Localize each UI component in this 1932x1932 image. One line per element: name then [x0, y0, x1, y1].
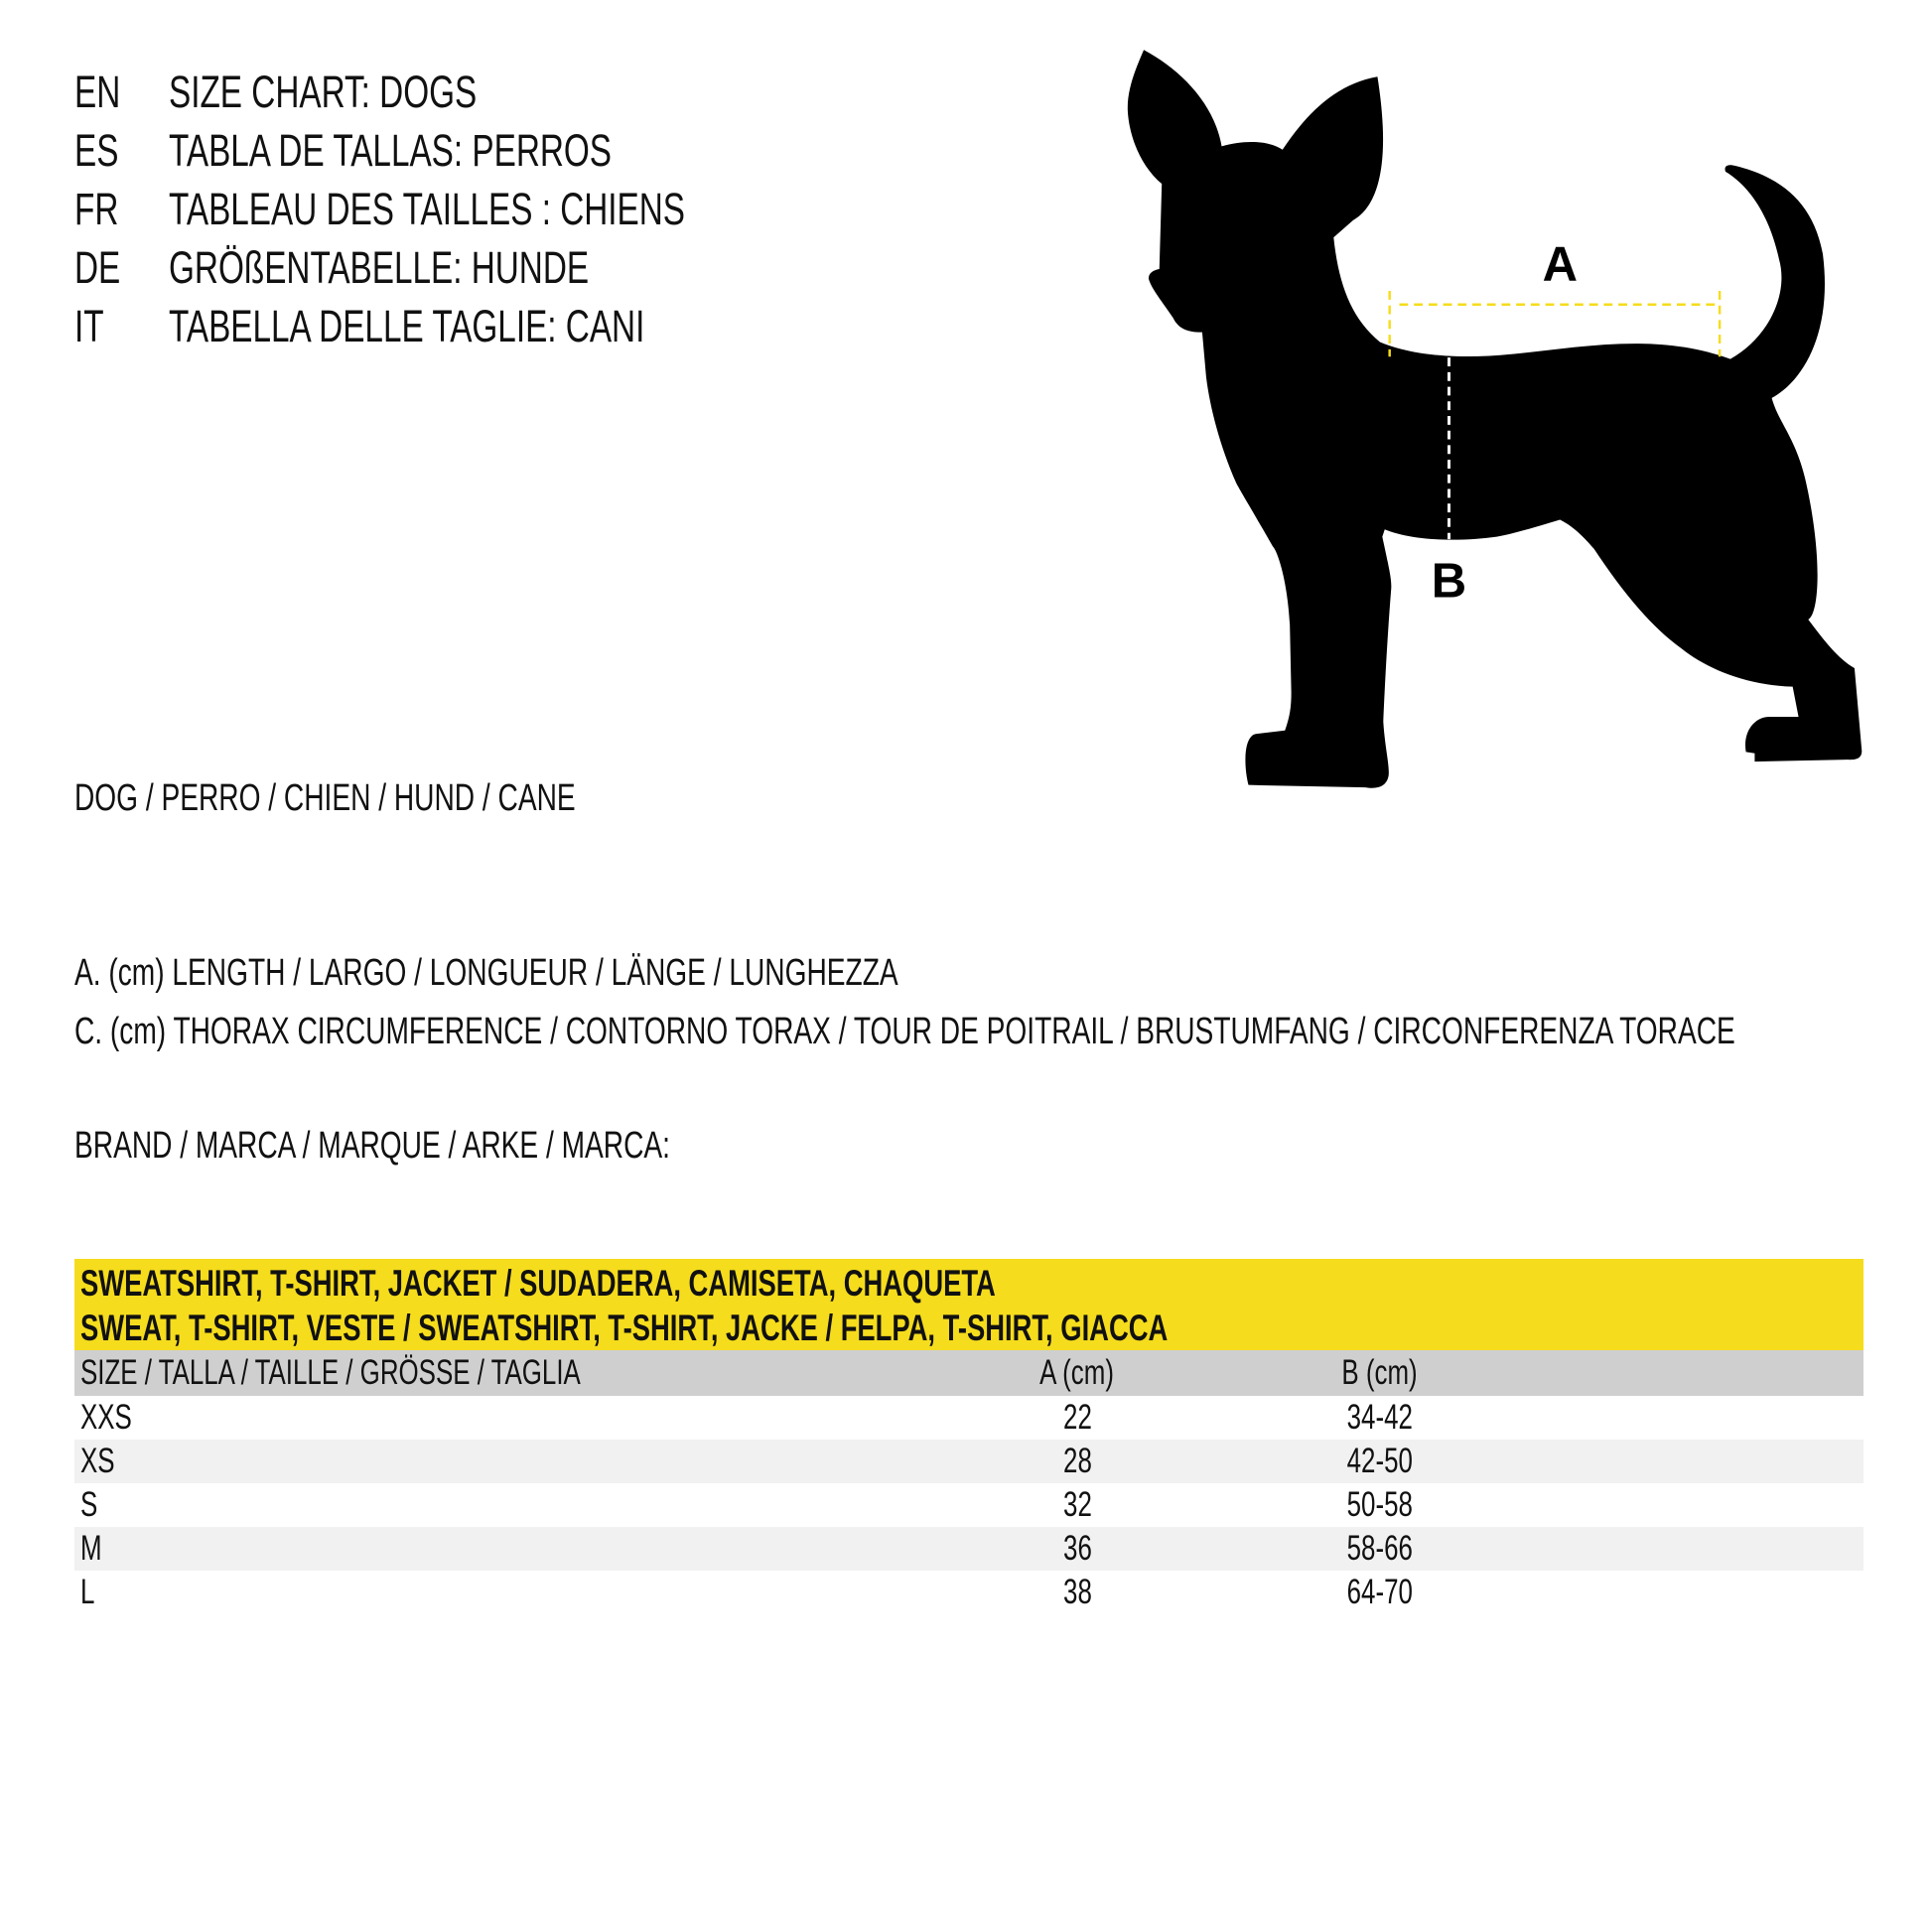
label-a: A	[1543, 238, 1578, 292]
title-text: TABLA DE TALLAS: PERROS	[169, 125, 613, 176]
table-title-line: SWEAT, T-SHIRT, VESTE / SWEATSHIRT, T-SH…	[80, 1308, 1169, 1348]
measure-c-legend: C. (cm) THORAX CIRCUMFERENCE / CONTORNO …	[74, 1008, 1932, 1055]
measure-a-guide	[1388, 290, 1722, 357]
a-cell: 32	[1062, 1485, 1092, 1524]
measure-a-legend: A. (cm) LENGTH / LARGO / LONGUEUR / LÄNG…	[74, 949, 1187, 997]
b-cell: 58-66	[1346, 1529, 1414, 1568]
table-title-line: SWEATSHIRT, T-SHIRT, JACKET / SUDADERA, …	[80, 1263, 996, 1304]
table-row: S 32 50-58	[74, 1483, 1863, 1527]
a-cell: 36	[1062, 1529, 1092, 1568]
measure-c-text: C. (cm) THORAX CIRCUMFERENCE / CONTORNO …	[74, 1011, 1735, 1052]
size-cell: XXS	[80, 1398, 132, 1437]
b-cell: 64-70	[1346, 1573, 1414, 1611]
header-a: A (cm)	[1039, 1353, 1115, 1392]
table-row: L 38 64-70	[74, 1571, 1863, 1614]
a-cell: 28	[1062, 1442, 1092, 1480]
b-cell: 42-50	[1346, 1442, 1414, 1480]
lang-code: FR	[74, 184, 119, 234]
brand-label: BRAND / MARCA / MARQUE / ARKE / MARCA:	[74, 1122, 880, 1170]
size-cell: S	[80, 1485, 98, 1524]
title-text: TABELLA DELLE TAGLIE: CANI	[169, 301, 645, 351]
table-header-row: SIZE / TALLA / TAILLE / GRÖSSE / TAGLIA …	[74, 1350, 1863, 1396]
brand-text: BRAND / MARCA / MARQUE / ARKE / MARCA:	[74, 1125, 671, 1167]
a-cell: 22	[1062, 1398, 1092, 1437]
title-text: GRÖßENTABELLE: HUNDE	[169, 242, 590, 293]
size-cell: L	[80, 1573, 95, 1611]
lang-code: IT	[74, 301, 104, 351]
table-row: XS 28 42-50	[74, 1440, 1863, 1483]
dog-silhouette	[1127, 50, 1863, 788]
label-b: B	[1432, 554, 1466, 608]
lang-code: DE	[74, 242, 121, 293]
size-cell: XS	[80, 1442, 115, 1480]
title-text: TABLEAU DES TAILLES : CHIENS	[169, 184, 686, 234]
header-b: B (cm)	[1341, 1353, 1419, 1392]
size-table: SWEATSHIRT, T-SHIRT, JACKET / SUDADERA, …	[74, 1259, 1863, 1614]
header-size: SIZE / TALLA / TAILLE / GRÖSSE / TAGLIA	[80, 1353, 581, 1392]
animal-label: DOG / PERRO / CHIEN / HUND / CANE	[74, 774, 752, 822]
table-title: SWEATSHIRT, T-SHIRT, JACKET / SUDADERA, …	[74, 1259, 1863, 1350]
table-row: XXS 22 34-42	[74, 1396, 1863, 1440]
title-text: SIZE CHART: DOGS	[169, 67, 478, 117]
dog-silhouette-illustration: A B	[1127, 50, 1863, 788]
b-cell: 50-58	[1346, 1485, 1414, 1524]
lang-code: ES	[74, 125, 119, 176]
table-row: M 36 58-66	[74, 1527, 1863, 1571]
size-cell: M	[80, 1529, 102, 1568]
lang-code: EN	[74, 67, 121, 117]
a-cell: 38	[1062, 1573, 1092, 1611]
measure-a-text: A. (cm) LENGTH / LARGO / LONGUEUR / LÄNG…	[74, 952, 898, 994]
b-cell: 34-42	[1346, 1398, 1414, 1437]
animal-text: DOG / PERRO / CHIEN / HUND / CANE	[74, 777, 576, 819]
